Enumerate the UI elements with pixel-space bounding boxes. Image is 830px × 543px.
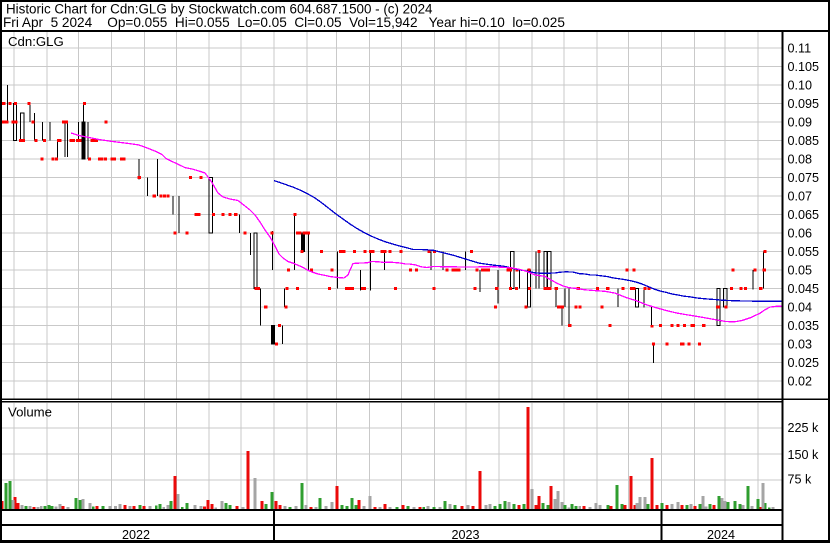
svg-text:0.085: 0.085 <box>788 134 820 148</box>
svg-text:0.035: 0.035 <box>788 319 820 333</box>
svg-text:75 k: 75 k <box>788 473 813 487</box>
svg-text:0.025: 0.025 <box>788 356 820 370</box>
svg-text:0.04: 0.04 <box>788 301 813 315</box>
svg-text:150 k: 150 k <box>788 448 820 462</box>
svg-text:0.065: 0.065 <box>788 208 820 222</box>
svg-text:0.105: 0.105 <box>788 60 820 74</box>
svg-text:0.045: 0.045 <box>788 282 820 296</box>
svg-text:0.11: 0.11 <box>788 42 812 56</box>
svg-text:Historic Chart for Cdn:GLG by: Historic Chart for Cdn:GLG by Stockwatch… <box>6 2 433 17</box>
svg-text:Volume: Volume <box>8 405 52 420</box>
svg-text:2023: 2023 <box>451 528 479 542</box>
svg-text:0.08: 0.08 <box>788 153 813 167</box>
svg-text:0.055: 0.055 <box>788 245 820 259</box>
svg-text:0.06: 0.06 <box>788 227 813 241</box>
svg-text:Cdn:GLG: Cdn:GLG <box>8 34 64 49</box>
svg-text:0.02: 0.02 <box>788 375 813 389</box>
svg-text:0.10: 0.10 <box>788 79 813 93</box>
svg-text:0.05: 0.05 <box>788 264 813 278</box>
svg-text:0.03: 0.03 <box>788 338 813 352</box>
svg-text:0.095: 0.095 <box>788 97 820 111</box>
svg-text:225 k: 225 k <box>788 421 820 435</box>
svg-text:Fri Apr 5 2024 Op=0.055 H: Fri Apr 5 2024 Op=0.055 Hi=0.055 Lo=0.05… <box>3 15 565 30</box>
svg-text:0.075: 0.075 <box>788 171 820 185</box>
svg-text:2024: 2024 <box>707 528 735 542</box>
svg-text:2022: 2022 <box>122 528 150 542</box>
svg-text:0.09: 0.09 <box>788 116 813 130</box>
svg-text:0.07: 0.07 <box>788 190 813 204</box>
